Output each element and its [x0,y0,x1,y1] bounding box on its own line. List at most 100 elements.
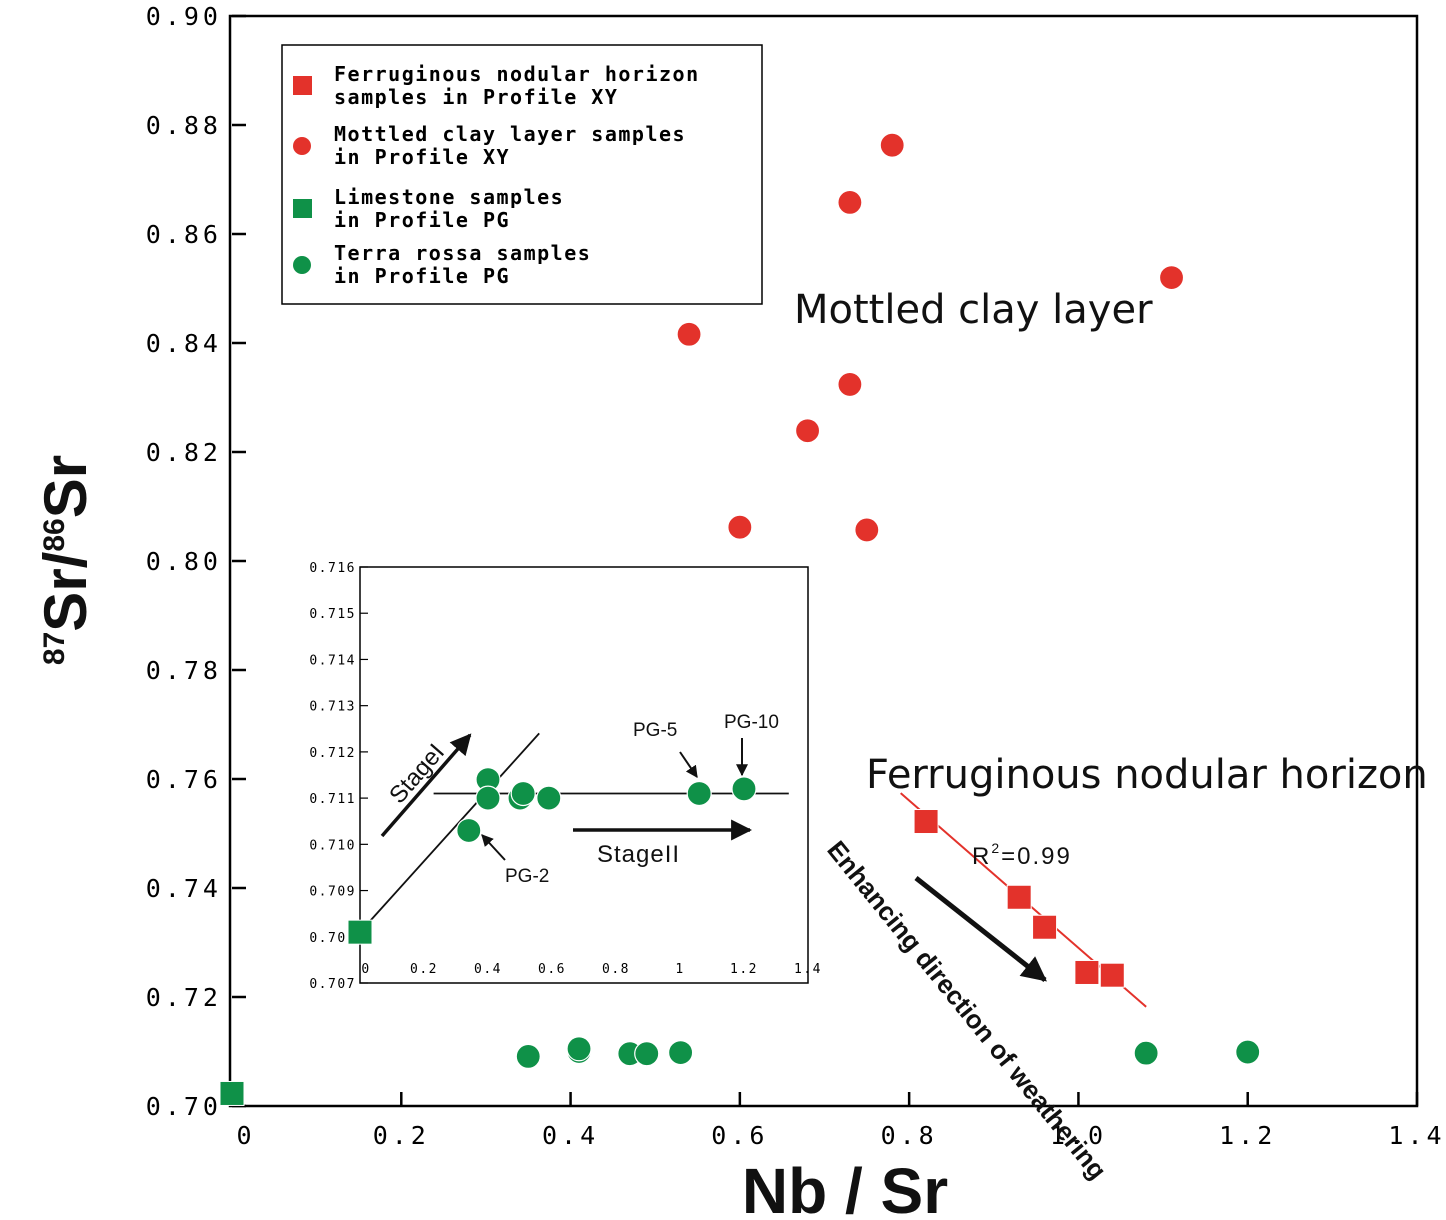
main-point-s1-3 [676,321,702,347]
inset-y-tick-label-3: 0.710 [309,838,356,853]
inset-x-tick-label-1: 0.2 [410,962,438,977]
inset-x-tick-label-0: 0 [361,962,370,977]
inset-y-tick-label-5: 0.712 [309,746,356,761]
main-point-s3-7 [1235,1039,1261,1065]
legend-marker-2 [293,199,312,218]
main-y-tick-label-3: 0.76 [146,765,222,794]
main-y-tick-label-0: 0.70 [146,1092,222,1121]
main-plot: 0.700.720.740.760.780.800.820.840.860.88… [146,2,1445,1150]
inset-x-tick-label-3: 0.6 [538,962,566,977]
main-x-tick-label-2: 0.4 [542,1121,599,1150]
weathering-direction-label: Enhancing direction of weathering [821,835,1113,1185]
inset-y-tick-label-8: 0.715 [309,607,356,622]
main-plot-frame [228,14,1419,1108]
legend-label-0-0: Ferruginous nodular horizon [334,62,700,86]
main-y-tick-label-2: 0.74 [146,874,222,903]
legend-marker-0 [293,76,312,95]
main-point-s3-4 [634,1041,660,1067]
main-y-axis: 0.70 0.72 0.74 0.76 0.78 0.80 0.82 0.84 0.86 0.88… [146,2,246,1121]
main-point-s1-2 [1158,265,1185,291]
legend-label-3-1: in Profile PG [334,264,510,288]
main-point-s0-2 [1032,914,1058,940]
pg5-label: PG-5 [633,720,677,741]
inset-y-tick-label-6: 0.713 [309,700,356,715]
legend-label-2-0: Limestone samples [334,185,564,209]
stage2-label: StageII [597,841,680,868]
pg2-label: PG-2 [505,866,549,887]
r-squared-label: R2=0.99 [972,840,1072,870]
weathering-arrow [914,876,1047,982]
pg10-label: PG-10 [724,712,779,733]
inset-plot: 0.707 0.708 0.709 0.710 0.711 0.712 0.713 0.714… [309,561,822,992]
inset-y-tick-label-9: 0.716 [309,561,356,576]
legend-label-1-1: in Profile XY [334,145,510,169]
inset-point-s1-0 [456,817,482,844]
x-axis-title: Nb / Sr [742,1155,948,1220]
main-point-s1-5 [794,418,821,444]
main-y-tick-label-7: 0.84 [146,329,222,358]
legend-label-1-0: Mottled clay layer samples [334,122,686,146]
main-point-s1-4 [837,371,863,398]
main-y-tick-label-6: 0.82 [146,438,222,467]
inset-y-tick-label-1: 0.708 [309,931,356,946]
main-x-tick-label-4: 0.8 [881,1121,938,1150]
ferruginous-label: Ferruginous nodular horizon [866,752,1428,798]
inset-point-s1-4 [510,780,536,807]
inset-x-tick-label-7: 1.4 [794,962,822,977]
legend-label-3-0: Terra rossa samples [334,241,591,265]
main-y-tick-label-8: 0.86 [146,220,222,249]
main-point-s3-6 [1133,1040,1159,1066]
main-x-tick-label-7: 1.4 [1388,1121,1445,1150]
inset-data-points [347,767,757,945]
mottled-clay-label: Mottled clay layer [794,287,1153,333]
main-point-s0-3 [1074,959,1100,985]
main-y-tick-label-4: 0.78 [146,656,222,685]
stage1-arrow [380,733,472,838]
inset-y-tick-label-2: 0.709 [309,885,356,900]
pg5-arrow [679,751,698,778]
inset-x-tick-label-5: 1 [675,962,684,977]
main-point-s3-0 [515,1043,541,1070]
main-x-tick-label-6: 1.2 [1219,1121,1276,1150]
legend-marker-1 [293,137,311,155]
main-x-tick-label-0: 0 [236,1121,255,1150]
main-point-s1-1 [837,189,863,215]
main-y-tick-label-10: 0.90 [146,2,222,31]
main-point-s1-6 [727,514,753,540]
main-point-s3-2 [566,1036,592,1062]
legend-marker-3 [293,256,311,274]
inset-y-tick-label-4: 0.711 [309,792,356,807]
main-x-tick-label-1: 0.2 [373,1121,430,1150]
inset-x-axis: 0 0.2 0.4 0.6 0.8 1 1.2 1.4 [361,962,822,977]
legend-box [281,44,763,305]
main-point-s3-5 [668,1039,694,1066]
inset-y-tick-label-0: 0.707 [309,977,356,992]
y-axis-title: 87Sr/86Sr [32,455,99,665]
inset-y-axis: 0.707 0.708 0.709 0.710 0.711 0.712 0.713 0.714… [309,561,368,992]
inset-x-tick-label-4: 0.8 [602,962,630,977]
inset-x-tick-label-2: 0.4 [474,962,502,977]
main-point-s0-0 [913,809,939,835]
inset-line-0 [359,732,540,933]
inset-plot-frame [359,566,809,984]
pg2-arrow [481,834,506,861]
main-point-s1-7 [854,517,880,543]
legend-label-2-1: in Profile PG [334,208,510,232]
main-x-axis: 0 0.2 0.4 0.6 0.8 1.0 1.2 1.4 [236,1092,1445,1150]
inset-point-s1-5 [536,785,562,811]
inset-point-s0-0 [347,919,373,945]
main-point-s2-0 [219,1080,245,1106]
main-y-tick-label-5: 0.80 [146,547,222,576]
inset-y-tick-label-7: 0.714 [309,653,356,668]
inset-point-s1-7 [731,776,757,802]
main-x-tick-label-5: 1.0 [1050,1121,1107,1150]
main-y-tick-label-9: 0.88 [146,111,222,140]
inset-point-s1-2 [475,785,501,811]
main-point-s0-1 [1006,884,1032,910]
main-y-tick-label-1: 0.72 [146,983,222,1012]
main-point-s0-4 [1099,962,1125,988]
inset-point-s1-6 [686,780,712,807]
main-data-points [219,132,1261,1106]
